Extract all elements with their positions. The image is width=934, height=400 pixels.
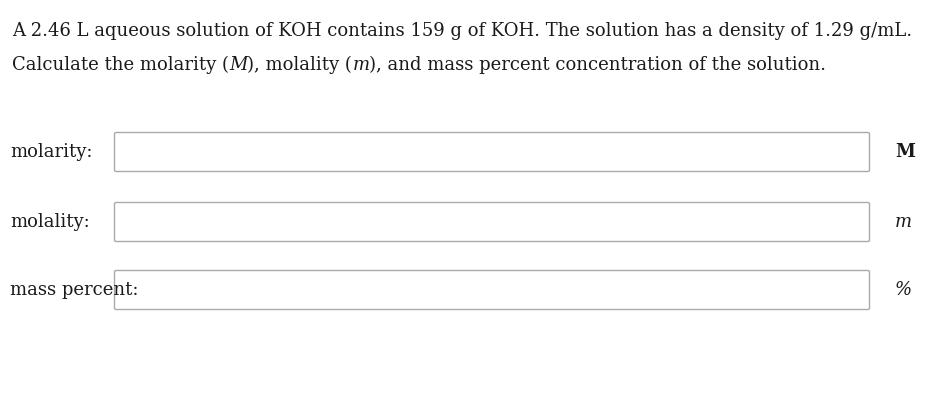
- Text: Calculate the molarity (: Calculate the molarity (: [12, 56, 229, 74]
- Text: molarity:: molarity:: [10, 143, 92, 161]
- Text: M: M: [229, 56, 248, 74]
- Text: molality:: molality:: [10, 213, 90, 231]
- Text: ), molality (: ), molality (: [248, 56, 352, 74]
- Text: ), and mass percent concentration of the solution.: ), and mass percent concentration of the…: [369, 56, 827, 74]
- Text: m: m: [352, 56, 369, 74]
- FancyBboxPatch shape: [115, 202, 870, 242]
- FancyBboxPatch shape: [115, 132, 870, 172]
- Text: m: m: [895, 213, 913, 231]
- Text: mass percent:: mass percent:: [10, 281, 138, 299]
- Text: %: %: [895, 281, 913, 299]
- FancyBboxPatch shape: [115, 270, 870, 310]
- Text: M: M: [895, 143, 915, 161]
- Text: A 2.46 L aqueous solution of KOH contains 159 g of KOH. The solution has a densi: A 2.46 L aqueous solution of KOH contain…: [12, 22, 913, 40]
